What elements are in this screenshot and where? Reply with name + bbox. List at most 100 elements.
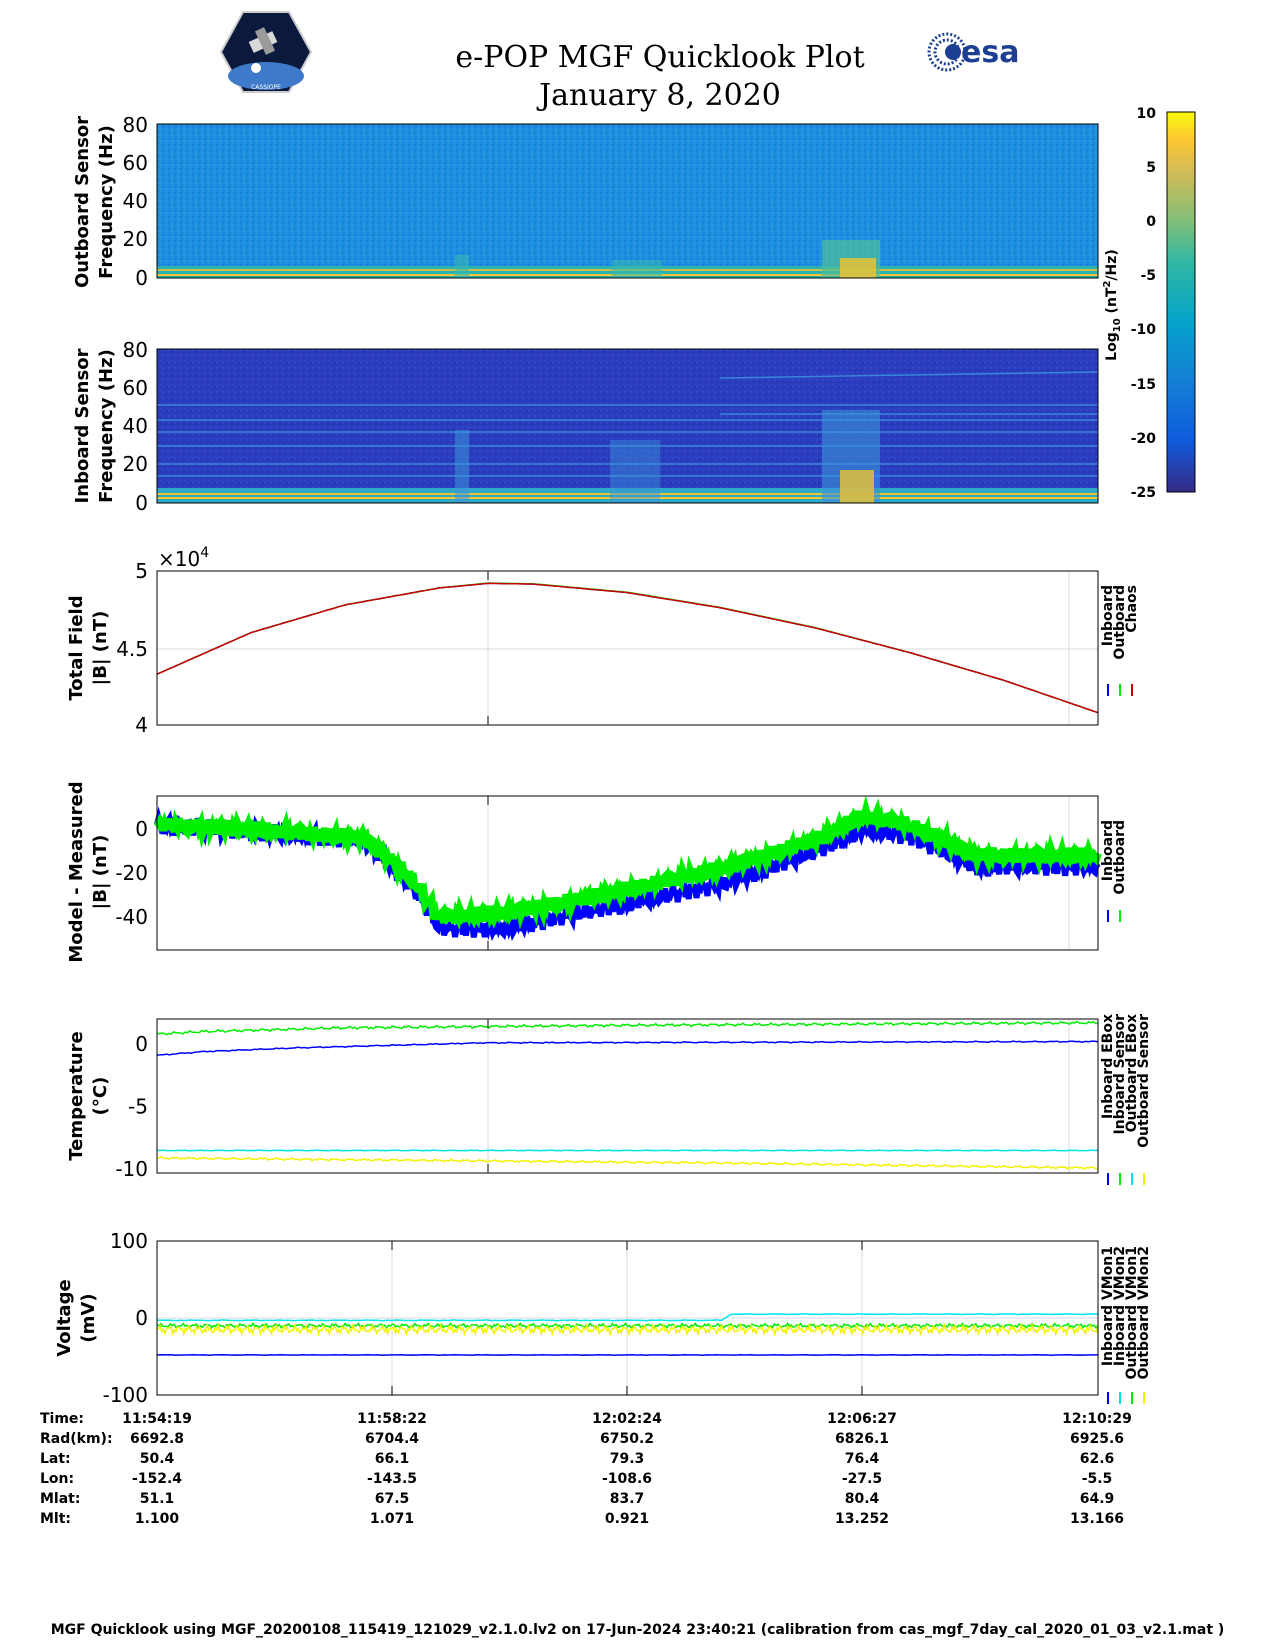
inboard-spectrogram-frame xyxy=(156,348,1099,504)
voltage-legend: Inboard VMon1 Inboard VMon2 Outboard VMo… xyxy=(1100,1246,1152,1404)
outboard-ylabel-line1: Outboard Sensor xyxy=(72,116,93,288)
info-mlat: 64.9 xyxy=(1079,1491,1115,1507)
info-label-lon: Lon: xyxy=(40,1471,75,1487)
info-label-rad: Rad(km): xyxy=(40,1431,113,1447)
info-lat: 76.4 xyxy=(844,1451,880,1467)
legend-outboard-ebox: Outboard EBox xyxy=(1124,1014,1140,1132)
totalfield-ytick-4.5: 4.5 xyxy=(116,637,148,661)
series-line-inboard-sensor xyxy=(156,1020,1099,1036)
info-label-lat: Lat: xyxy=(40,1451,71,1467)
colorbar-tick-minus15: -15 xyxy=(1131,377,1156,393)
series-line-inboard-vmon1 xyxy=(156,1353,1098,1356)
info-lat: 79.3 xyxy=(609,1451,645,1467)
series-line-outboard-vmon2 xyxy=(156,1322,1099,1337)
plot-title-date: January 8, 2020 xyxy=(539,78,781,113)
outboard-burst-1-core xyxy=(840,258,876,278)
info-lon: -27.5 xyxy=(841,1471,883,1487)
temperature-yticks: 0 -5 -10 xyxy=(115,1032,148,1181)
panel-outboard-spectrogram: 80 60 40 20 0 Outboard Sensor Frequency … xyxy=(72,113,1099,290)
series-line-outboard-sensor xyxy=(156,1156,1099,1170)
totalfield-ytick-4: 4 xyxy=(135,713,148,737)
info-lat: 62.6 xyxy=(1079,1451,1115,1467)
legend-inboard-sensor: Inboard Sensor xyxy=(1112,1014,1128,1135)
inboard-line-4hz xyxy=(157,493,1098,495)
outboard-ytick-80: 80 xyxy=(123,113,148,137)
modelmeas-series-group xyxy=(153,795,1102,942)
inboard-burst-3 xyxy=(610,440,660,503)
outboard-ytick-60: 60 xyxy=(123,151,148,175)
outboard-ytick-40: 40 xyxy=(123,189,148,213)
footer-provenance: MGF Quicklook using MGF_20200108_115419_… xyxy=(50,1622,1225,1638)
panel-model-measured: 0 -20 -40 Model - Measured |B| (nT) Inboar… xyxy=(66,781,1128,962)
series-line-outboard xyxy=(156,582,1099,714)
legend-inboard-ebox: Inboard EBox xyxy=(1100,1014,1116,1119)
colorbar-label-rest2: /Hz) xyxy=(1104,249,1120,280)
info-mlt: 13.166 xyxy=(1069,1511,1125,1527)
colorbar-label: Log10 (nT2/Hz) xyxy=(1102,249,1123,361)
modelmeas-legend: Inboard Outboard xyxy=(1100,820,1128,922)
inboard-ytick-80: 80 xyxy=(123,338,148,362)
info-mlt: 1.100 xyxy=(134,1511,180,1527)
info-rad: 6692.8 xyxy=(129,1431,185,1447)
info-mlat: 83.7 xyxy=(609,1491,645,1507)
colorbar-tick-minus25: -25 xyxy=(1131,485,1156,501)
info-label-time: Time: xyxy=(40,1411,85,1427)
outboard-ytick-0: 0 xyxy=(135,266,148,290)
legend-outboard-sensor: Outboard Sensor xyxy=(1136,1014,1152,1148)
info-time: 11:58:22 xyxy=(357,1411,427,1427)
temperature-ylabel-line1: Temperature xyxy=(66,1031,87,1160)
totalfield-series-group xyxy=(156,582,1099,714)
colorbar-tick-10: 10 xyxy=(1137,106,1157,122)
info-mlt: 0.921 xyxy=(604,1511,650,1527)
legend-outboard-vmon1: Outboard VMon1 xyxy=(1124,1246,1140,1380)
totalfield-ytick-5: 5 xyxy=(135,559,148,583)
inboard-ytick-20: 20 xyxy=(123,452,148,476)
colorbar-tick-5: 5 xyxy=(1146,160,1156,176)
esa-logo-icon: esa xyxy=(927,32,1019,72)
modelmeas-ylabel-line1: Model - Measured xyxy=(66,781,87,962)
outboard-yticks: 80 60 40 20 0 xyxy=(123,113,148,290)
modelmeas-yticks: 0 -20 -40 xyxy=(115,817,148,929)
panel-voltage: 100 0 -100 Voltage (mV) Inboard VMon1 Inbo… xyxy=(54,1229,1152,1407)
voltage-yticks: 100 0 -100 xyxy=(103,1229,148,1407)
colorbar-tick-0: 0 xyxy=(1146,214,1156,230)
colorbar-gradient xyxy=(1166,111,1196,493)
info-mlat: 51.1 xyxy=(139,1491,175,1507)
colorbar-tick-minus10: -10 xyxy=(1131,322,1157,338)
outboard-ylabel-line2: Frequency (Hz) xyxy=(96,125,117,279)
info-lon: -152.4 xyxy=(131,1471,183,1487)
series-line-outboard-ebox xyxy=(156,1149,1099,1152)
voltage-ytick: 100 xyxy=(110,1229,148,1253)
temperature-legend: Inboard EBox Inboard Sensor Outboard EBo… xyxy=(1100,1014,1152,1185)
voltage-ylabel-line1: Voltage xyxy=(54,1279,75,1356)
colorbar-label-sup: 2 xyxy=(1102,281,1113,288)
modelmeas-ytick: -20 xyxy=(115,861,148,885)
cassiope-logo-icon: CASSIOPE xyxy=(219,11,313,93)
colorbar-label-rest1: (nT xyxy=(1104,287,1120,318)
info-lat: 50.4 xyxy=(139,1451,175,1467)
totalfield-scale-base: ×10 xyxy=(158,547,200,571)
colorbar-label-base: Log xyxy=(1104,332,1120,361)
legend-inboard: Inboard xyxy=(1100,585,1116,646)
legend-outboard-vmon2: Outboard VMon2 xyxy=(1136,1246,1152,1380)
info-lon: -108.6 xyxy=(601,1471,653,1487)
temperature-ytick: 0 xyxy=(135,1032,148,1056)
inboard-ytick-40: 40 xyxy=(123,414,148,438)
totalfield-ylabel-line2: |B| (nT) xyxy=(90,611,111,686)
logo-esa: esa xyxy=(925,30,1040,74)
modelmeas-ytick: 0 xyxy=(135,817,148,841)
series-line-outboard xyxy=(153,795,1102,931)
voltage-ytick: -100 xyxy=(103,1383,148,1407)
series-line-inboard-ebox xyxy=(156,1040,1099,1057)
temperature-ytick: -10 xyxy=(115,1157,148,1181)
legend-inboard: Inboard xyxy=(1100,820,1116,881)
info-lat: 66.1 xyxy=(374,1451,410,1467)
totalfield-scale-exp: 4 xyxy=(200,545,209,561)
info-time: 11:54:19 xyxy=(122,1411,192,1427)
voltage-ytick: 0 xyxy=(135,1306,148,1330)
info-lon: -5.5 xyxy=(1081,1471,1113,1487)
temperature-ylabel-line2: (°C) xyxy=(90,1077,111,1116)
info-time: 12:10:29 xyxy=(1062,1411,1132,1427)
voltage-series-group xyxy=(156,1313,1099,1356)
